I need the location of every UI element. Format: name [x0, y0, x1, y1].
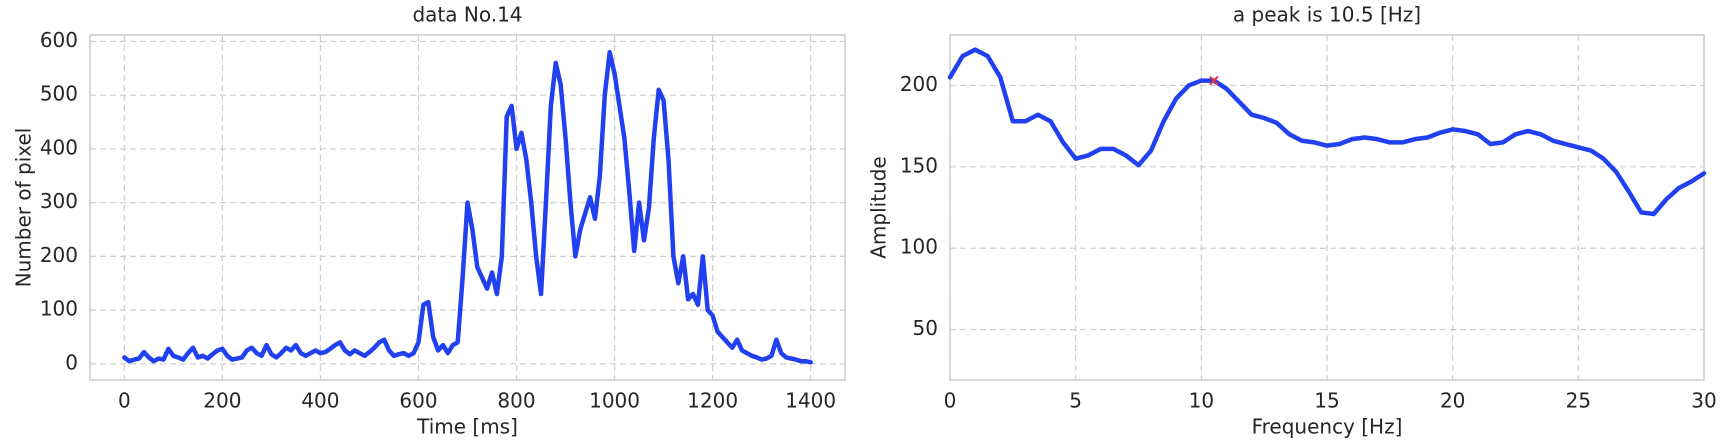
- x-tick-label: 30: [1691, 389, 1716, 413]
- x-axis-label: Frequency [Hz]: [1252, 415, 1403, 439]
- y-tick-label: 200: [900, 72, 938, 96]
- y-axis-label: Number of pixel: [12, 128, 36, 288]
- x-axis-label: Time [ms]: [416, 415, 518, 439]
- y-tick-label: 500: [40, 82, 78, 106]
- peak-marker: [1209, 75, 1219, 86]
- x-tick-label: 800: [497, 389, 535, 413]
- x-tick-label: 1400: [785, 389, 836, 413]
- x-tick-label: 400: [301, 389, 339, 413]
- y-tick-label: 0: [65, 350, 78, 374]
- y-tick-label: 100: [40, 297, 78, 321]
- x-tick-label: 1000: [589, 389, 640, 413]
- plot-frame: [89, 34, 846, 381]
- x-tick-label: 200: [203, 389, 241, 413]
- data-line: [122, 49, 813, 365]
- x-tick-label: 1200: [687, 389, 738, 413]
- x-tick-label: 10: [1189, 389, 1214, 413]
- plot-frame: [949, 34, 1705, 381]
- x-tick-label: 0: [118, 389, 131, 413]
- x-tick-label: 5: [1069, 389, 1082, 413]
- chart-title: data No.14: [412, 3, 522, 27]
- peak-marker-stroke: [1209, 75, 1219, 86]
- y-tick-label: 150: [900, 153, 938, 177]
- x-tick-label: 25: [1566, 389, 1591, 413]
- x-tick-label: 600: [399, 389, 437, 413]
- data-line: [947, 47, 1707, 217]
- y-tick-label: 200: [40, 243, 78, 267]
- y-tick-label: 100: [900, 235, 938, 259]
- x-tick-label: 0: [944, 389, 957, 413]
- y-tick-label: 600: [40, 28, 78, 52]
- x-tick-label: 15: [1314, 389, 1339, 413]
- y-axis-label: Amplitude: [867, 156, 891, 259]
- x-tick-label: 20: [1440, 389, 1465, 413]
- y-tick-label: 50: [913, 316, 938, 340]
- y-tick-label: 300: [40, 189, 78, 213]
- chart-title: a peak is 10.5 [Hz]: [1233, 3, 1421, 27]
- y-tick-label: 400: [40, 135, 78, 159]
